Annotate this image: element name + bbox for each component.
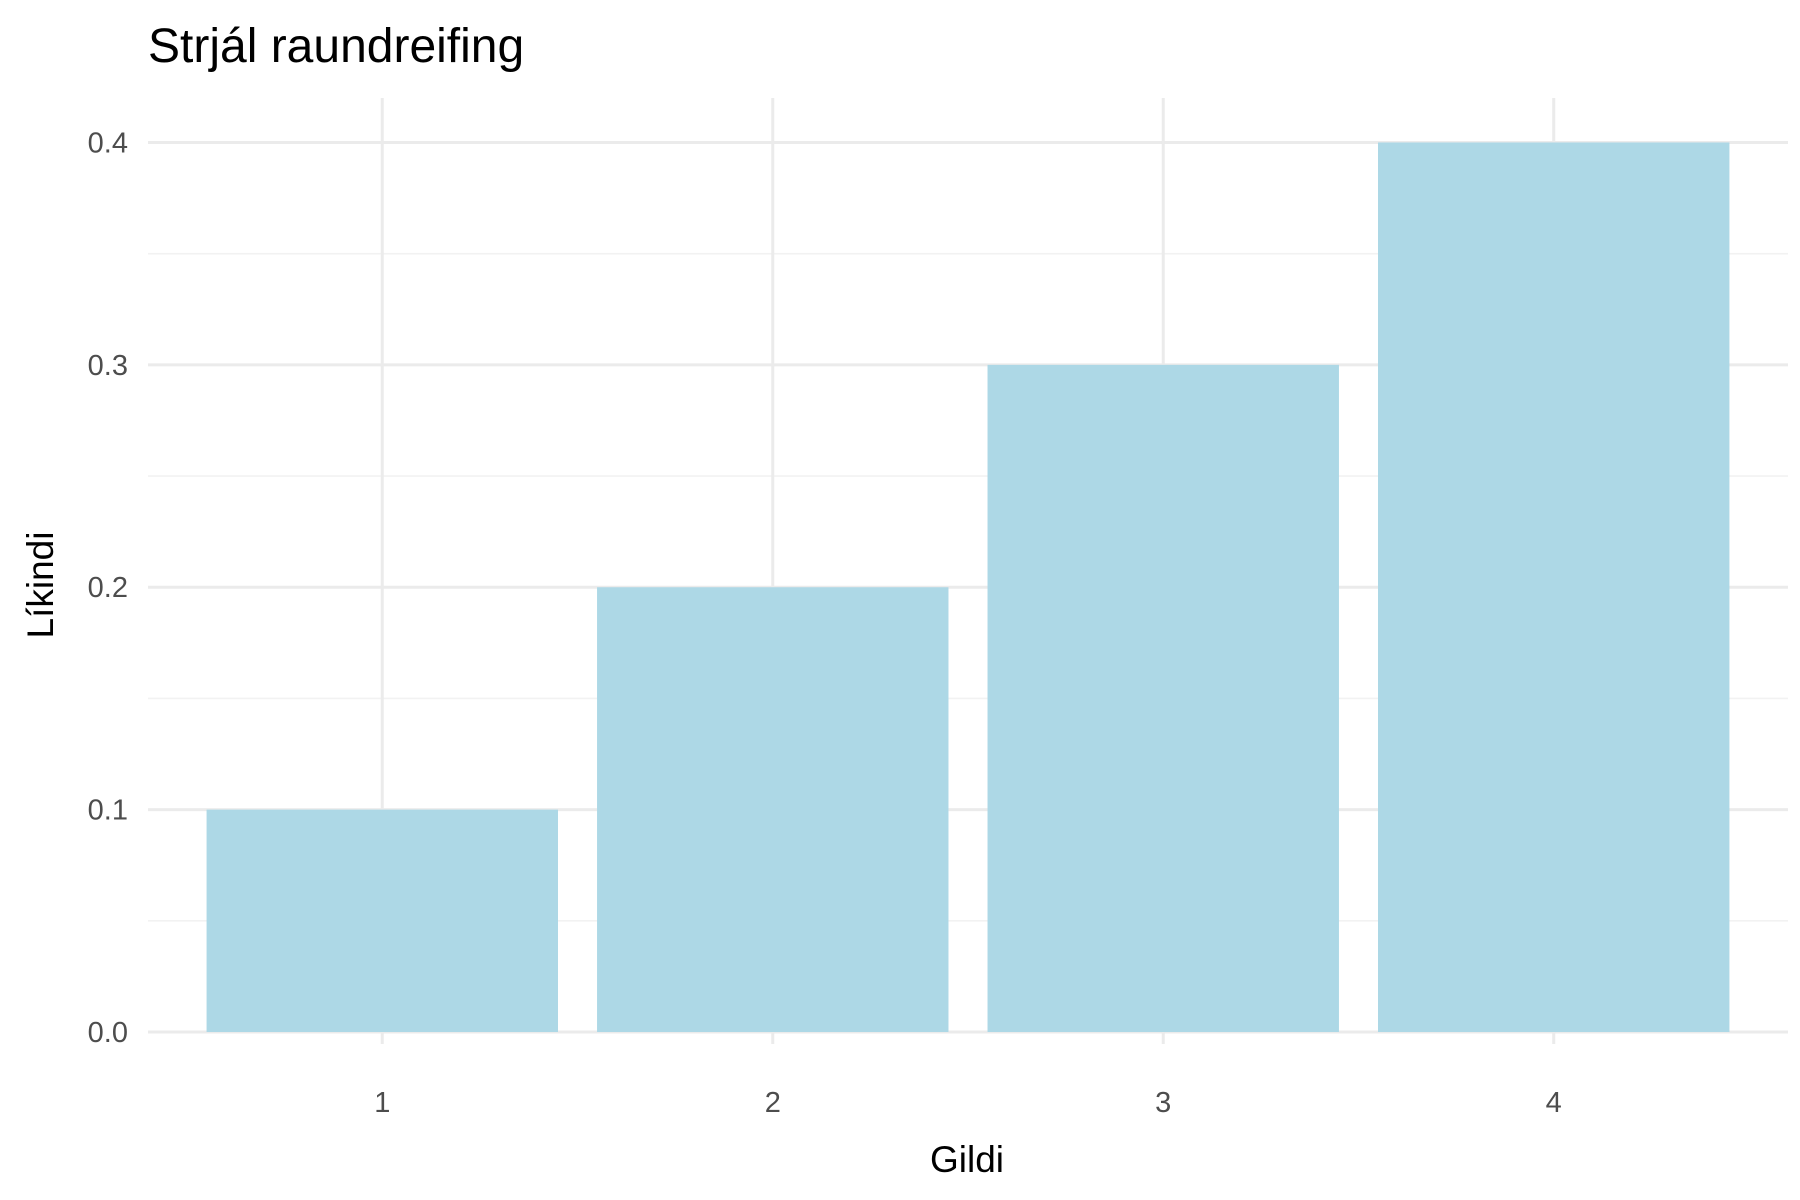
y-tick-label: 0.0 <box>88 1017 128 1049</box>
y-axis-title: Líkindi <box>20 532 61 639</box>
bar-2 <box>597 587 949 1032</box>
bar-4 <box>1378 142 1730 1032</box>
tick-labels: 0.0 0.1 0.2 0.3 0.4 1 2 3 4 <box>88 127 1562 1119</box>
x-tick-label: 3 <box>1155 1087 1171 1119</box>
x-tick-label: 4 <box>1546 1087 1562 1119</box>
bar-1 <box>206 809 559 1032</box>
y-tick-label: 0.2 <box>88 572 128 604</box>
x-tick-label: 2 <box>765 1087 781 1119</box>
bar-3 <box>987 364 1339 1032</box>
y-tick-label: 0.1 <box>88 795 128 827</box>
x-axis-title: Gildi <box>930 1139 1004 1180</box>
chart-title: Strjál raundreifing <box>148 20 524 73</box>
y-tick-label: 0.4 <box>88 127 128 159</box>
bars <box>206 142 1730 1032</box>
y-tick-label: 0.3 <box>88 350 128 382</box>
x-tick-label: 1 <box>374 1087 390 1119</box>
